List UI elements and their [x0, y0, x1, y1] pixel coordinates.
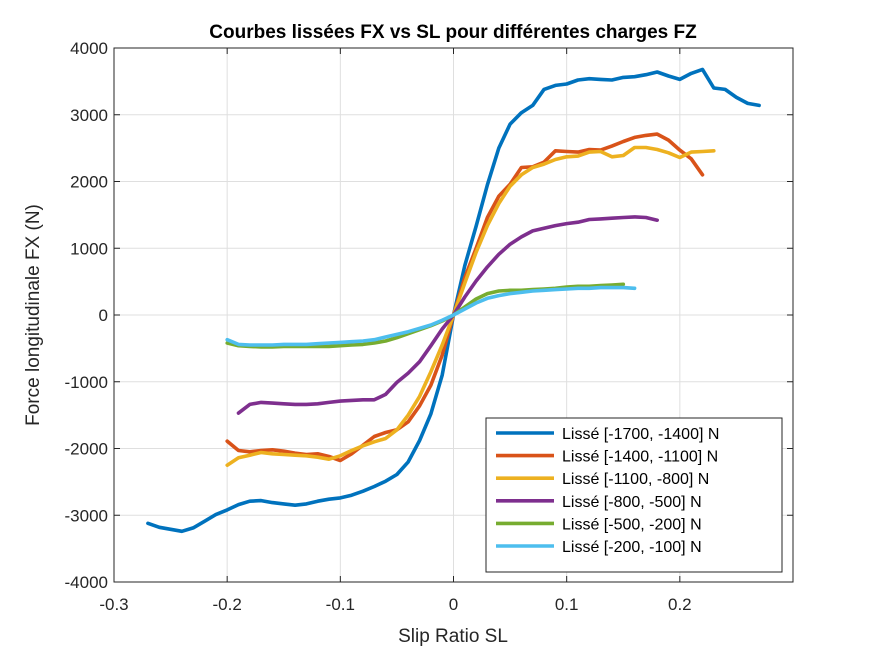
series-line-3	[225, 145, 716, 467]
legend-label-4: Lissé [-800, -500] N	[562, 494, 702, 511]
y-tick-label: 4000	[70, 39, 108, 58]
x-tick-label: -0.2	[213, 595, 242, 614]
y-tick-label: 0	[99, 306, 108, 325]
series-group	[146, 67, 761, 534]
legend: Lissé [-1700, -1400] N Lissé [-1400, -110…	[485, 417, 783, 573]
x-tick-label: 0.1	[555, 595, 579, 614]
chart-title: Courbes lissées FX vs SL pour différente…	[209, 22, 697, 43]
series-line-6	[225, 285, 637, 347]
y-tick-label: 3000	[70, 106, 108, 125]
y-tick-label: 2000	[70, 173, 108, 192]
x-tick-label: -0.1	[326, 595, 355, 614]
y-tick-label: -4000	[65, 573, 108, 592]
x-tick-label: -0.3	[99, 595, 128, 614]
legend-label-6: Lissé [-200, -100] N	[562, 539, 702, 556]
x-tick-label: 0	[449, 595, 458, 614]
legend-label-3: Lissé [-1100, -800] N	[562, 471, 709, 488]
legend-label-2: Lissé [-1400, -1100] N	[562, 449, 718, 466]
ticks: -0.3 -0.2 -0.1 0 0.1 0.2 -4000 -3000 -2000 -1000 0…	[65, 39, 793, 614]
y-tick-label: -1000	[65, 373, 108, 392]
y-tick-label: -3000	[65, 506, 108, 525]
x-tick-label: 0.2	[668, 595, 692, 614]
series-line-4	[236, 215, 659, 415]
y-tick-label: -2000	[65, 440, 108, 459]
legend-label-1: Lissé [-1700, -1400] N	[562, 426, 719, 443]
x-axis-label: Slip Ratio SL	[398, 626, 508, 647]
y-tick-label: 1000	[70, 239, 108, 258]
y-axis-label: Force longitudinale FX (N)	[23, 204, 44, 426]
legend-label-5: Lissé [-500, -200] N	[562, 516, 702, 533]
